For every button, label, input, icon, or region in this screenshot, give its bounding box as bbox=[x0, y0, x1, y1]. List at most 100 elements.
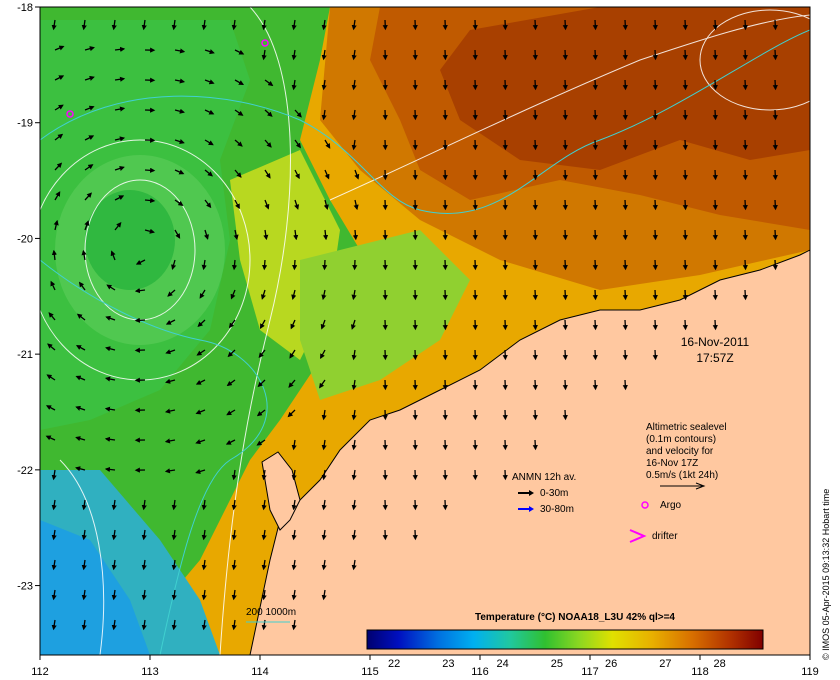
velocity-arrow bbox=[84, 105, 95, 111]
velocity-arrow bbox=[291, 499, 297, 511]
velocity-arrow bbox=[225, 439, 236, 445]
velocity-arrow bbox=[105, 315, 116, 321]
velocity-arrow bbox=[324, 169, 330, 180]
velocity-arrow bbox=[562, 409, 568, 421]
velocity-arrow bbox=[562, 259, 568, 271]
velocity-arrow bbox=[164, 408, 176, 414]
velocity-arrow bbox=[321, 469, 327, 481]
velocity-arrow bbox=[195, 409, 206, 415]
velocity-arrow bbox=[322, 259, 328, 271]
velocity-arrow bbox=[261, 559, 267, 571]
lat-tick-label: -23 bbox=[17, 581, 33, 593]
velocity-arrow bbox=[134, 317, 146, 323]
velocity-arrow bbox=[144, 167, 156, 173]
velocity-arrow bbox=[54, 75, 65, 81]
legend-isobath-label: 200 1000m bbox=[246, 607, 296, 618]
velocity-arrow bbox=[772, 169, 778, 181]
velocity-arrow bbox=[174, 108, 185, 114]
colorbar-ticks: 22 23 24 25 26 27 28 bbox=[388, 658, 726, 670]
drifter-legend-icon bbox=[629, 529, 647, 543]
colorbar-tick-label: 26 bbox=[605, 658, 617, 670]
velocity-arrow bbox=[54, 45, 65, 51]
velocity-arrow bbox=[322, 229, 329, 241]
velocity-arrow bbox=[321, 529, 327, 541]
velocity-arrow bbox=[742, 229, 748, 241]
velocity-arrow bbox=[201, 19, 207, 31]
velocity-arrow bbox=[321, 559, 327, 571]
velocity-arrow bbox=[201, 259, 207, 271]
velocity-arrow bbox=[562, 199, 568, 211]
velocity-arrow bbox=[106, 284, 116, 291]
velocity-arrow bbox=[195, 439, 206, 445]
velocity-arrow bbox=[321, 79, 327, 91]
velocity-arrow bbox=[622, 139, 628, 151]
velocity-arrow bbox=[532, 259, 538, 271]
velocity-arrow bbox=[261, 469, 267, 481]
velocity-arrow bbox=[351, 109, 357, 121]
velocity-arrow bbox=[144, 228, 155, 234]
velocity-arrow bbox=[114, 46, 126, 52]
velocity-arrow bbox=[45, 435, 56, 441]
velocity-arrow bbox=[712, 259, 718, 271]
velocity-arrow bbox=[51, 249, 57, 261]
velocity-arrow bbox=[321, 49, 327, 61]
velocity-arrow bbox=[712, 289, 718, 301]
velocity-arrow bbox=[174, 169, 185, 175]
velocity-arrow bbox=[532, 439, 538, 451]
velocity-arrow bbox=[562, 229, 568, 241]
velocity-arrow bbox=[351, 469, 357, 481]
note-line-1: Altimetric sealevel bbox=[646, 422, 727, 433]
velocity-arrow bbox=[682, 259, 688, 271]
velocity-arrow bbox=[141, 499, 147, 511]
velocity-arrow bbox=[622, 319, 628, 331]
velocity-arrow bbox=[353, 199, 359, 211]
velocity-arrow bbox=[48, 312, 56, 321]
velocity-arrow bbox=[81, 529, 87, 541]
lon-tick-label: 119 bbox=[801, 666, 819, 678]
velocity-arrow bbox=[231, 589, 237, 601]
velocity-arrow bbox=[54, 162, 63, 171]
velocity-arrow bbox=[261, 49, 267, 61]
lon-tick-label: 112 bbox=[31, 666, 49, 678]
velocity-arrow bbox=[195, 379, 206, 385]
velocity-arrow bbox=[45, 405, 56, 411]
velocity-arrow bbox=[321, 409, 327, 421]
velocity-arrow bbox=[351, 349, 357, 361]
velocity-arrow bbox=[682, 19, 688, 31]
velocity-arrow bbox=[261, 589, 267, 601]
velocity-arrow bbox=[351, 499, 357, 511]
velocity-arrow bbox=[712, 19, 718, 31]
velocity-arrow bbox=[114, 221, 122, 231]
velocity-arrow bbox=[226, 379, 236, 387]
velocity-arrow bbox=[260, 289, 266, 300]
velocity-arrow bbox=[592, 49, 598, 61]
velocity-arrow bbox=[231, 619, 237, 631]
colorbar-gradient bbox=[366, 629, 764, 650]
velocity-arrow bbox=[174, 229, 181, 239]
velocity-arrow bbox=[592, 349, 598, 361]
velocity-arrow bbox=[230, 289, 236, 300]
velocity-arrow bbox=[772, 49, 778, 61]
mooring-legend: ANMN 12h av. 0-30m 30-80m Argo drifter 2… bbox=[246, 472, 682, 623]
velocity-arrow bbox=[174, 78, 186, 84]
velocity-arrow bbox=[592, 289, 598, 301]
velocity-arrow bbox=[261, 499, 267, 511]
velocity-arrow bbox=[772, 259, 778, 271]
velocity-arrow bbox=[682, 49, 688, 61]
velocity-arrow bbox=[78, 281, 86, 291]
velocity-arrow bbox=[204, 199, 212, 209]
velocity-arrow bbox=[81, 499, 87, 511]
velocity-arrow bbox=[294, 109, 302, 118]
colorbar-tick-label: 28 bbox=[713, 658, 725, 670]
velocity-arrow bbox=[231, 259, 238, 271]
velocity-arrow bbox=[51, 589, 57, 601]
velocity-arrow bbox=[81, 589, 87, 601]
colorbar-tick-label: 24 bbox=[496, 658, 508, 670]
velocity-arrow bbox=[47, 343, 56, 351]
velocity-arrow bbox=[772, 79, 778, 91]
velocity-arrow bbox=[562, 379, 568, 391]
velocity-arrow bbox=[291, 439, 297, 451]
velocity-arrow bbox=[141, 529, 147, 541]
velocity-arrow bbox=[231, 469, 237, 481]
velocity-arrow bbox=[75, 436, 86, 442]
